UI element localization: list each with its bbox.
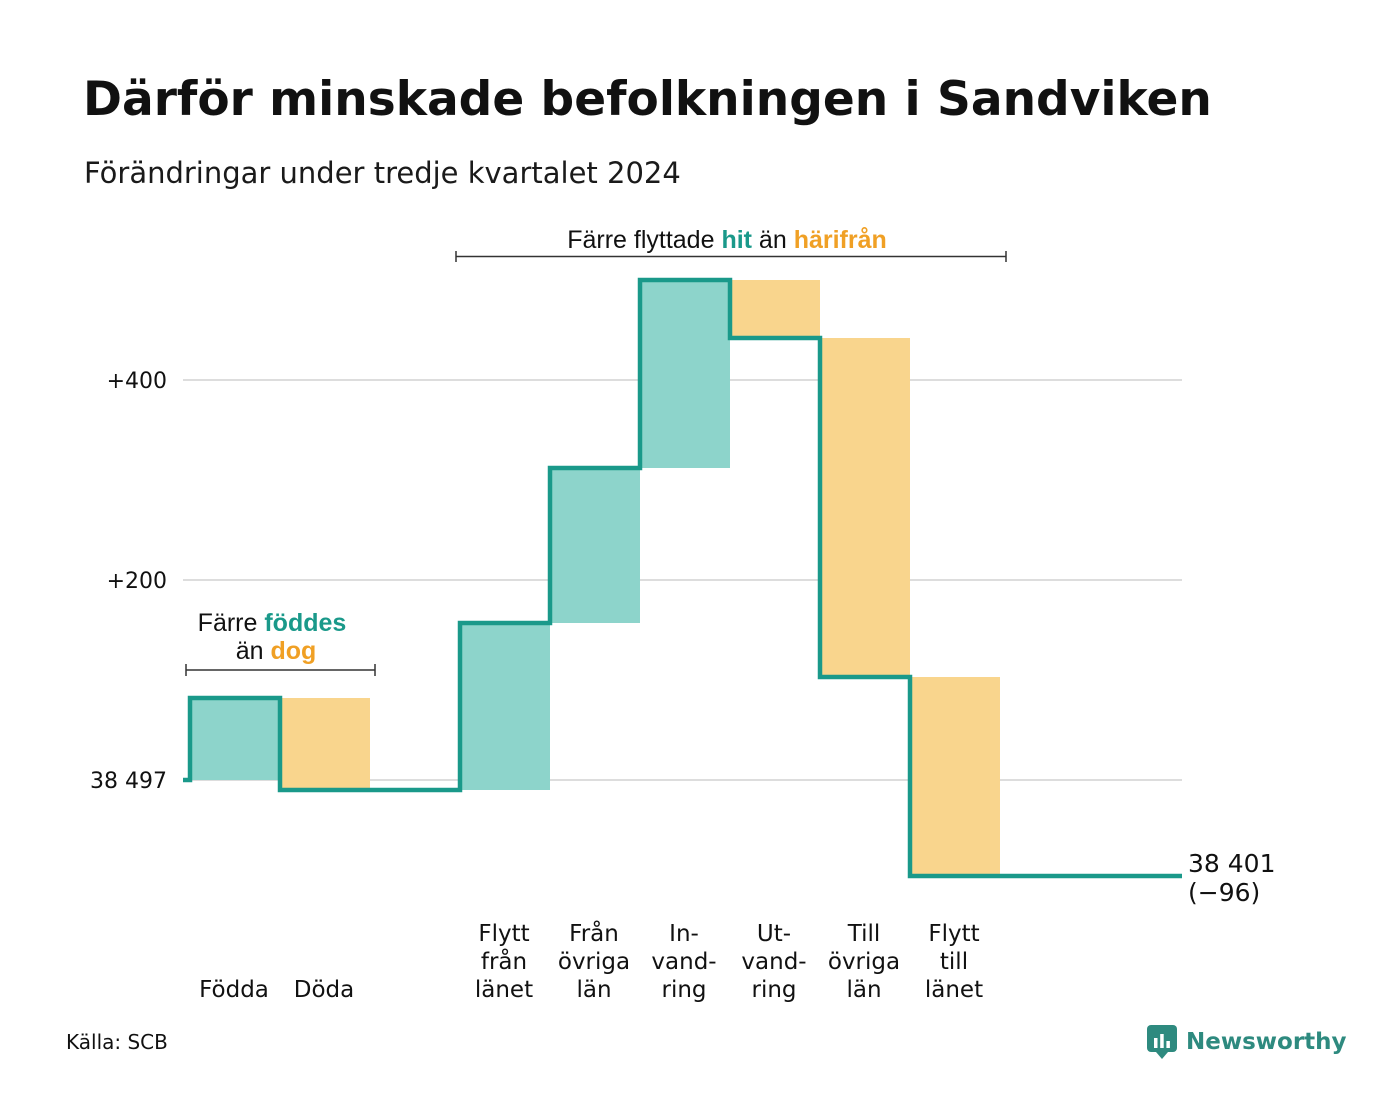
category-label: ring — [751, 977, 796, 1003]
moves-annotation-teal: hit — [721, 226, 752, 254]
category-labels: Födda DödaFlyttfrånlänetFrånövrigalänIn-v… — [199, 919, 983, 1003]
y-tick-label: +200 — [107, 569, 167, 594]
y-tick-label: +400 — [107, 369, 167, 394]
births-annotation-line2: än dog — [236, 637, 317, 665]
chart-title: Därför minskade befolkningen i Sandviken — [83, 72, 1212, 127]
category-label: län — [846, 977, 881, 1003]
category-label: Flytt — [478, 921, 529, 947]
bar-utvandring — [730, 280, 820, 338]
moves-annotation-mid: än — [752, 226, 794, 254]
births-annotation: Färre föddes än dog — [185, 609, 376, 676]
category-label: vand- — [651, 949, 716, 975]
category-label: länet — [475, 977, 533, 1003]
births-annotation-pre2: än — [236, 637, 271, 665]
category-label: län — [576, 977, 611, 1003]
bar-tillövrigalän — [820, 338, 910, 677]
category-label: övriga — [828, 949, 900, 975]
bar-födda — [190, 698, 280, 780]
brand-logo: Newsworthy — [1146, 1024, 1347, 1060]
chart-subtitle: Förändringar under tredje kvartalet 2024 — [84, 156, 681, 190]
end-value-label: 38 401(−96) — [1188, 849, 1275, 907]
category-label: Födda — [199, 977, 269, 1003]
bar-flyttfrånlänet — [460, 623, 550, 790]
births-annotation-pre: Färre — [198, 609, 265, 637]
category-label: övriga — [558, 949, 630, 975]
moves-annotation: Färre flyttade hit än härifrån — [455, 226, 1007, 262]
category-label: In- — [669, 921, 699, 947]
moves-annotation-text: Färre flyttade hit än härifrån — [567, 226, 887, 254]
category-label: Flytt — [928, 921, 979, 947]
brand-name: Newsworthy — [1186, 1029, 1347, 1055]
category-label: Ut- — [757, 921, 791, 947]
category-label: från — [481, 947, 527, 975]
bar-invandring — [640, 280, 730, 468]
category-label: ring — [661, 977, 706, 1003]
bar-flytttilllänet — [910, 677, 1000, 876]
births-annotation-orange: dog — [270, 637, 316, 665]
end-value: 38 401 — [1188, 849, 1275, 878]
y-tick-labels: 38 497 +200 +400 — [90, 369, 167, 794]
end-change: (−96) — [1188, 878, 1260, 907]
births-annotation-teal: föddes — [264, 609, 346, 637]
source-note: Källa: SCB — [66, 1030, 168, 1054]
category-label: vand- — [741, 949, 806, 975]
births-bracket — [185, 664, 376, 676]
bars — [190, 280, 1000, 876]
category-label: till — [940, 949, 968, 975]
y-tick-label: 38 497 — [90, 769, 167, 794]
moves-annotation-orange: härifrån — [794, 226, 887, 254]
cumulative-step-line — [183, 277, 1182, 879]
category-label: länet — [925, 977, 983, 1003]
category-label: Från — [569, 919, 619, 947]
newsworthy-icon — [1147, 1025, 1177, 1059]
moves-annotation-pre: Färre flyttade — [567, 226, 721, 254]
category-label: Döda — [294, 977, 354, 1003]
births-annotation-line1: Färre föddes — [198, 609, 347, 637]
step-line — [183, 277, 1182, 879]
bar-döda — [280, 698, 370, 790]
bar-frånövrigalän — [550, 468, 640, 623]
moves-bracket — [455, 251, 1007, 262]
category-label: Till — [847, 921, 881, 947]
